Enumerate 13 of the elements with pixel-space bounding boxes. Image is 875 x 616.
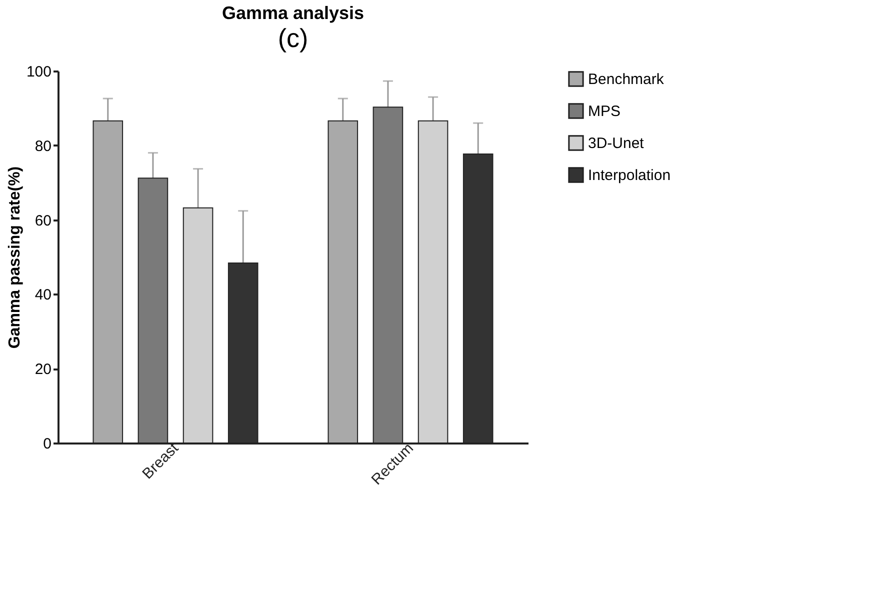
legend-label: MPS xyxy=(588,103,621,120)
legend-label: Benchmark xyxy=(588,71,664,88)
y-tick-label: 40 xyxy=(34,286,52,304)
chart-title: Gamma analysis xyxy=(222,3,364,23)
text: (c) xyxy=(278,23,308,53)
y-tick-label: 0 xyxy=(43,436,52,452)
y-tick-label: 60 xyxy=(34,212,52,230)
legend-label: 3D-Unet xyxy=(588,135,645,152)
y-axis-title: Gamma passing rate(%) xyxy=(6,166,24,349)
y-tick-label: 20 xyxy=(34,361,52,378)
y-tick-label: 100 xyxy=(26,64,52,80)
legend-label: Interpolation xyxy=(588,167,671,184)
y-tick-label: 80 xyxy=(34,138,52,155)
